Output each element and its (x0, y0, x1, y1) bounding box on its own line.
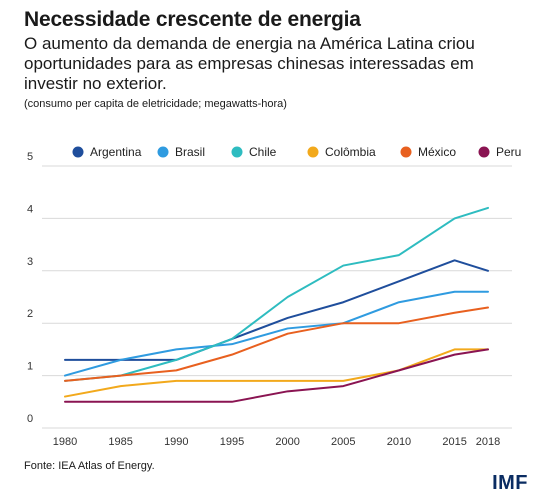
imf-logo: IMF (492, 472, 528, 494)
legend-label: Argentina (90, 145, 142, 159)
legend-marker (307, 146, 319, 158)
y-tick-label: 4 (27, 203, 33, 215)
x-tick-label: 2015 (442, 436, 466, 448)
x-tick-label: 1980 (53, 436, 77, 448)
legend-marker (478, 146, 490, 158)
y-axis-ticks: 0 1 2 3 4 5 (27, 151, 33, 425)
source-note: Fonte: IEA Atlas of Energy. (24, 460, 155, 472)
y-tick-label: 5 (27, 151, 33, 163)
chart-title: Necessidade crescente de energia (24, 8, 361, 31)
legend-label: Chile (249, 145, 277, 159)
legend-marker (400, 146, 412, 158)
series-line-méxico (64, 306, 489, 382)
gridlines (42, 165, 512, 429)
legend-label: México (418, 145, 456, 159)
x-tick-label: 2010 (387, 436, 411, 448)
series-lines (64, 206, 489, 403)
line-chart: Argentina Brasil Chile Colômbia México Peru 0… (27, 145, 521, 448)
y-tick-label: 2 (27, 308, 33, 320)
x-tick-label: 2005 (331, 436, 355, 448)
x-tick-label: 1995 (220, 436, 244, 448)
x-axis-ticks: 1980 1985 1990 1995 2000 2005 2010 2015 2018 (53, 436, 500, 448)
x-tick-label: 2018 (476, 436, 500, 448)
legend-marker (72, 146, 84, 158)
legend-marker (157, 146, 169, 158)
unit-note: (consumo per capita de eletricidade; meg… (24, 98, 287, 110)
y-tick-label: 1 (27, 361, 33, 373)
legend-label: Brasil (175, 145, 205, 159)
legend: Argentina Brasil Chile Colômbia México Peru (72, 145, 521, 159)
y-tick-label: 0 (27, 413, 33, 425)
chart-subtitle: O aumento da demanda de energia na Améri… (24, 34, 475, 93)
x-tick-label: 1985 (108, 436, 132, 448)
y-tick-label: 3 (27, 256, 33, 268)
x-tick-label: 1990 (164, 436, 188, 448)
series-line-argentina (64, 259, 489, 361)
x-tick-label: 2000 (275, 436, 299, 448)
legend-marker (231, 146, 243, 158)
legend-label: Colômbia (325, 145, 376, 159)
series-line-chile (64, 206, 489, 382)
legend-label: Peru (496, 145, 521, 159)
